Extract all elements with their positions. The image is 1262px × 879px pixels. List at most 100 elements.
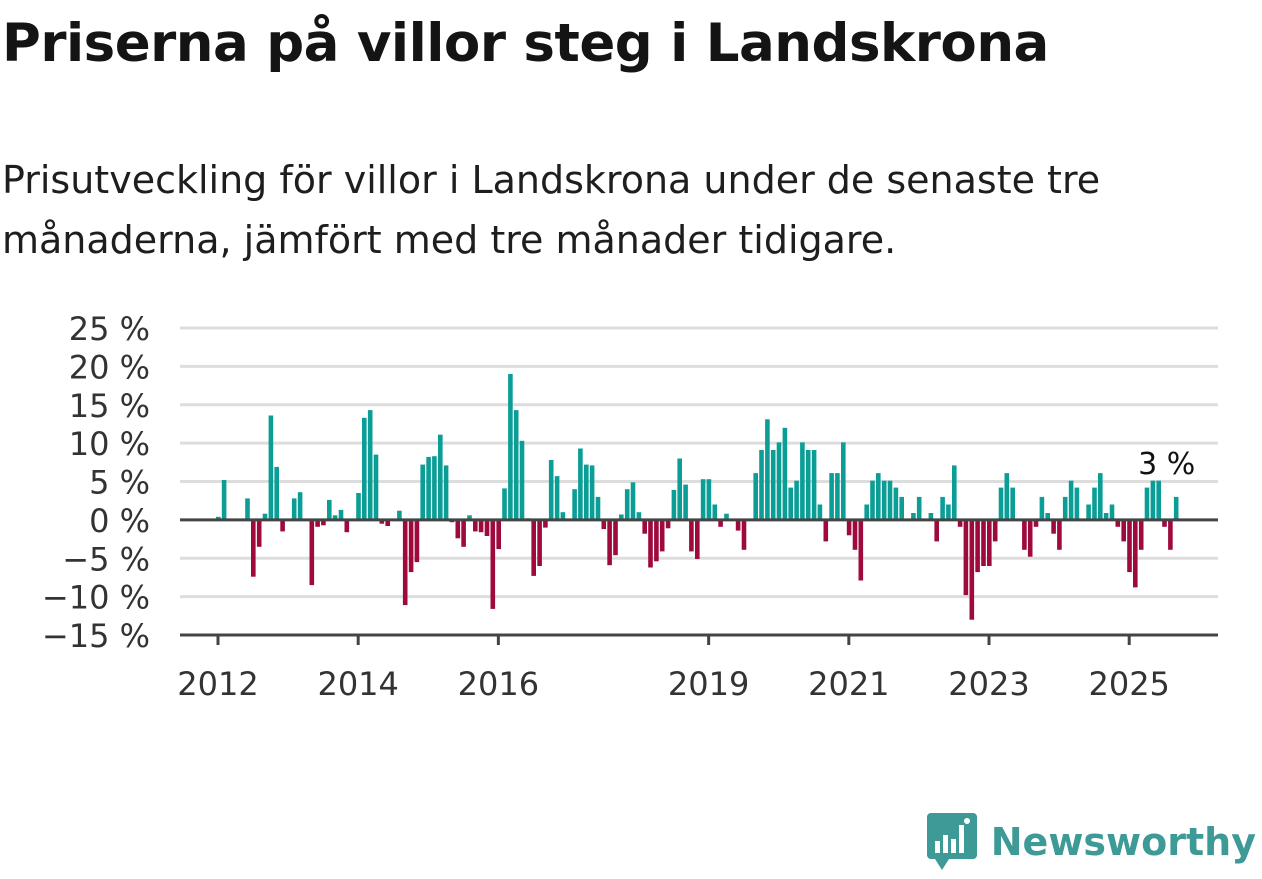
- bar: [315, 519, 320, 527]
- bar: [1121, 519, 1126, 542]
- bar: [741, 519, 747, 550]
- bar: [595, 496, 601, 520]
- x-tick-label: 2021: [808, 665, 889, 703]
- bar: [624, 489, 630, 520]
- bar: [584, 464, 589, 520]
- bar: [589, 465, 595, 520]
- bar: [963, 519, 969, 596]
- bar: [823, 519, 829, 542]
- bar: [1086, 504, 1091, 520]
- bar: [940, 496, 945, 520]
- bar: [928, 513, 934, 520]
- bar: [981, 519, 986, 566]
- bar: [251, 519, 256, 577]
- bar: [805, 450, 811, 520]
- bar: [788, 487, 793, 520]
- bar-chart: 25 %20 %15 %10 %5 %0 %−5 %−10 %−15 % 2012…: [42, 310, 1218, 703]
- bar: [496, 519, 501, 550]
- bar: [508, 374, 513, 520]
- bar: [367, 410, 373, 520]
- bar: [560, 512, 566, 520]
- bar: [911, 513, 916, 520]
- chart-title: Priserna på villor steg i Landskrona: [2, 13, 1049, 74]
- bar: [513, 410, 519, 520]
- bar: [829, 473, 834, 520]
- bar: [887, 480, 893, 520]
- bar: [665, 519, 671, 529]
- bar: [356, 493, 361, 520]
- bar: [531, 519, 536, 576]
- bar: [800, 442, 805, 520]
- bar: [782, 427, 788, 520]
- bar: [881, 480, 887, 520]
- bar: [537, 519, 542, 566]
- bar: [695, 519, 700, 559]
- bar: [718, 519, 723, 527]
- bar: [397, 510, 402, 520]
- y-tick-label: 0 %: [89, 502, 150, 540]
- bar: [1022, 519, 1027, 550]
- bar: [373, 454, 379, 520]
- bar: [689, 519, 694, 552]
- x-tick-label: 2019: [668, 665, 749, 703]
- bar: [280, 519, 285, 532]
- bar: [1033, 519, 1039, 527]
- bar: [601, 519, 607, 530]
- bar: [438, 434, 443, 520]
- brand-name: Newsworthy: [990, 820, 1256, 864]
- bar: [952, 465, 957, 520]
- bar: [765, 419, 770, 520]
- newsworthy-logo-icon: [926, 813, 977, 870]
- bar: [642, 519, 647, 534]
- bar: [1004, 473, 1010, 520]
- bar: [473, 519, 478, 532]
- bar: [654, 519, 659, 562]
- bar: [221, 480, 227, 520]
- bar: [245, 498, 250, 520]
- bar: [1144, 487, 1150, 520]
- bar: [548, 460, 554, 520]
- bar: [636, 512, 642, 520]
- bar: [841, 442, 846, 520]
- bar: [414, 519, 420, 563]
- bar: [402, 519, 408, 606]
- bar: [1039, 496, 1045, 520]
- bar: [519, 440, 525, 520]
- bar: [1051, 519, 1056, 534]
- bar: [835, 473, 840, 520]
- bar: [735, 519, 741, 531]
- bar: [870, 480, 875, 520]
- bar: [216, 516, 221, 520]
- bar: [572, 489, 577, 520]
- y-tick-label: −15 %: [42, 617, 150, 655]
- y-tick-label: 15 %: [69, 387, 150, 425]
- bar: [852, 519, 858, 550]
- bar: [490, 519, 496, 609]
- bar: [934, 519, 939, 542]
- bar: [467, 515, 472, 520]
- bar: [916, 496, 922, 520]
- bar: [344, 519, 350, 533]
- bar: [1027, 519, 1033, 557]
- bar: [291, 498, 297, 520]
- bar: [630, 482, 636, 520]
- bar: [619, 514, 624, 520]
- bar: [379, 519, 385, 524]
- x-tick-label: 2023: [948, 665, 1029, 703]
- bar: [443, 465, 449, 520]
- bar: [1103, 513, 1109, 520]
- bar: [297, 492, 303, 520]
- bar: [420, 464, 425, 520]
- bar: [1156, 480, 1161, 520]
- bar: [712, 504, 718, 520]
- bar: [1127, 519, 1132, 573]
- bar: [700, 479, 706, 520]
- bar: [332, 515, 338, 520]
- bar: [1045, 513, 1050, 520]
- bar: [613, 519, 618, 556]
- bar: [683, 484, 688, 520]
- bar: [753, 473, 758, 520]
- brand-logo: Newsworthy: [926, 813, 1256, 871]
- bar: [864, 504, 869, 520]
- bar: [274, 466, 279, 520]
